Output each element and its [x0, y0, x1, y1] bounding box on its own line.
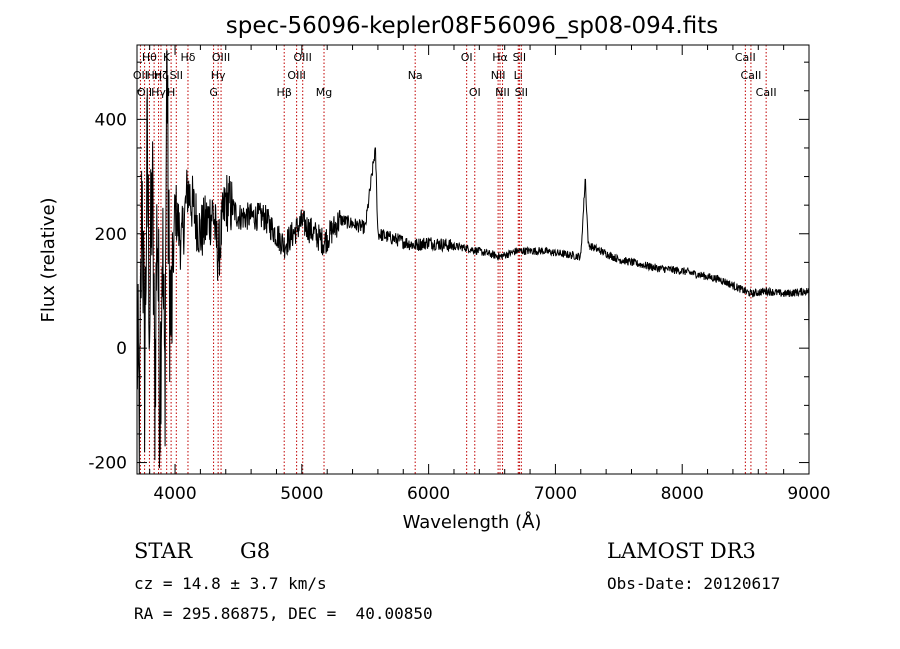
x-tick-label: 5000: [280, 484, 323, 504]
reference-line-label: Hδ: [180, 51, 195, 64]
y-tick-label: 400: [95, 110, 127, 130]
y-tick-label: 200: [95, 225, 127, 245]
reference-line-label: Na: [408, 69, 423, 82]
reference-line-label: OI: [461, 51, 473, 64]
spectrum-line: [136, 50, 810, 475]
reference-lines: OIIOIIHθHηHγHζKHSIIHδGHγOIIIHβOIIIOIIIMg…: [133, 45, 777, 474]
reference-line-label: Hθ: [142, 51, 157, 64]
reference-line-label: Mg: [316, 86, 332, 99]
coordinates: RA = 295.86875, DEC = 40.00850: [134, 604, 433, 623]
reference-line-label: CaII: [735, 51, 756, 64]
reference-line-label: G: [209, 86, 218, 99]
x-tick-label: 9000: [787, 484, 830, 504]
reference-line-label: OI: [469, 86, 481, 99]
reference-line-label: Hβ: [277, 86, 292, 99]
reference-line-label: Hγ: [151, 86, 166, 99]
reference-line-label: Hζ: [154, 69, 168, 82]
axis-ticks: 4000 5000 6000 7000 8000 9000 -200 0 200 400: [88, 45, 831, 504]
reference-line-label: Hη: [146, 69, 161, 82]
reference-line-label: SII: [515, 86, 528, 99]
reference-line-label: NII: [495, 86, 510, 99]
reference-line-label: OIII: [212, 51, 230, 64]
x-tick-label: 6000: [407, 484, 450, 504]
x-tick-label: 7000: [534, 484, 577, 504]
x-axis-label: Wavelength (Å): [403, 511, 542, 533]
x-tick-label: 8000: [661, 484, 704, 504]
redshift-cz: cz = 14.8 ± 3.7 km/s: [134, 574, 327, 593]
reference-line-label: Hα: [492, 51, 508, 64]
survey-name: LAMOST DR3: [607, 539, 756, 563]
reference-line-label: OII: [137, 86, 152, 99]
reference-line-label: CaII: [756, 86, 777, 99]
object-subclass: G8: [240, 539, 271, 563]
reference-line-label: SII: [513, 51, 526, 64]
observation-date: Obs-Date: 20120617: [607, 574, 781, 593]
reference-line-label: SII: [170, 69, 183, 82]
object-class: STAR: [134, 539, 193, 563]
y-tick-label: -200: [88, 454, 127, 474]
reference-line-label: OIII: [287, 69, 305, 82]
y-tick-label: 0: [116, 339, 127, 359]
y-axis-label: Flux (relative): [38, 197, 59, 322]
reference-line-label: Li: [514, 69, 523, 82]
reference-line-label: CaII: [740, 69, 761, 82]
reference-line-label: Hγ: [211, 69, 226, 82]
chart-title: spec-56096-kepler08F56096_sp08-094.fits: [226, 13, 718, 39]
x-tick-label: 4000: [153, 484, 196, 504]
reference-line-label: OIII: [294, 51, 312, 64]
reference-line-label: H: [167, 86, 175, 99]
reference-line-label: NII: [491, 69, 506, 82]
plot-frame: [136, 44, 810, 475]
